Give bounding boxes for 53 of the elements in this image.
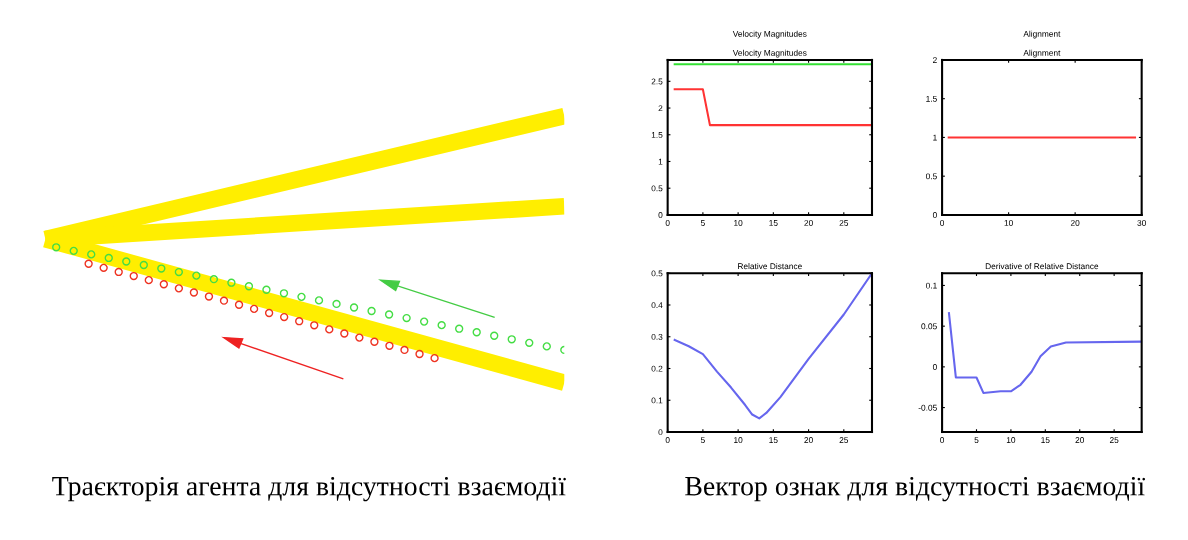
x-tick-label: 0 — [940, 220, 945, 226]
chart-title: Alignment — [1023, 49, 1061, 58]
y-tick-label: 1.5 — [651, 132, 663, 138]
text: Траєкторія агента для відсутності взаємодії — [52, 476, 566, 502]
y-tick-label: 0.1 — [651, 397, 663, 404]
y-tick-label: 2 — [933, 57, 937, 63]
chart-subtitle: Velocity Magnitudes — [732, 30, 807, 39]
chart-title: Relative Distance — [738, 263, 802, 270]
x-tick-label: 15 — [769, 220, 778, 226]
x-tick-label: 10 — [734, 220, 743, 226]
y-tick-label: 2 — [658, 105, 663, 112]
chart-subtitle: Alignment — [1023, 30, 1061, 39]
x-tick-label: 5 — [700, 437, 705, 443]
x-tick-label: 25 — [1109, 437, 1119, 443]
x-tick-label: 20 — [1075, 437, 1085, 443]
y-tick-label: 0.1 — [925, 282, 937, 289]
text: Вектор ознак для відсутності взаємодії — [685, 476, 1146, 502]
x-tick-label: 25 — [839, 437, 849, 443]
y-tick-label: 1 — [658, 158, 663, 165]
x-tick-label: 10 — [734, 437, 743, 443]
x-tick-label: 10 — [1006, 437, 1016, 443]
y-tick-label: 0.5 — [651, 270, 663, 277]
x-tick-label: 20 — [804, 220, 813, 226]
y-tick-label: 2.5 — [651, 78, 663, 85]
y-tick-label: 0.2 — [651, 365, 663, 372]
y-tick-label: 1.5 — [926, 95, 937, 102]
y-tick-label: 0 — [658, 429, 663, 436]
y-tick-label: 0 — [932, 212, 937, 219]
x-tick-label: 15 — [769, 437, 778, 443]
y-tick-label: 0.05 — [921, 323, 937, 330]
y-tick-label: -0.05 — [918, 404, 937, 411]
y-tick-label: 1 — [933, 134, 937, 141]
x-tick-label: 25 — [839, 220, 849, 226]
chart-title: Velocity Magnitudes — [732, 49, 807, 58]
x-tick-label: 20 — [1070, 220, 1080, 226]
y-tick-label: 0 — [658, 212, 663, 219]
y-tick-label: 0.3 — [651, 333, 663, 340]
line-series — [673, 273, 872, 420]
y-tick-label: 0.5 — [925, 173, 937, 180]
x-tick-label: 15 — [1041, 437, 1050, 443]
x-tick-label: 20 — [804, 437, 813, 443]
chart-title: Derivative of Relative Distance — [985, 263, 1099, 270]
line-series — [947, 312, 1142, 394]
x-tick-label: 0 — [940, 437, 945, 443]
y-tick-label: 0.5 — [651, 185, 663, 192]
x-tick-label: 5 — [974, 437, 979, 443]
y-tick-label: 0 — [932, 364, 937, 370]
x-tick-label: 5 — [700, 220, 705, 226]
x-tick-label: 0 — [665, 437, 670, 443]
x-tick-label: 10 — [1004, 220, 1013, 226]
y-tick-label: 0.4 — [651, 302, 663, 309]
x-tick-label: 30 — [1137, 220, 1146, 226]
x-tick-label: 0 — [665, 220, 670, 226]
